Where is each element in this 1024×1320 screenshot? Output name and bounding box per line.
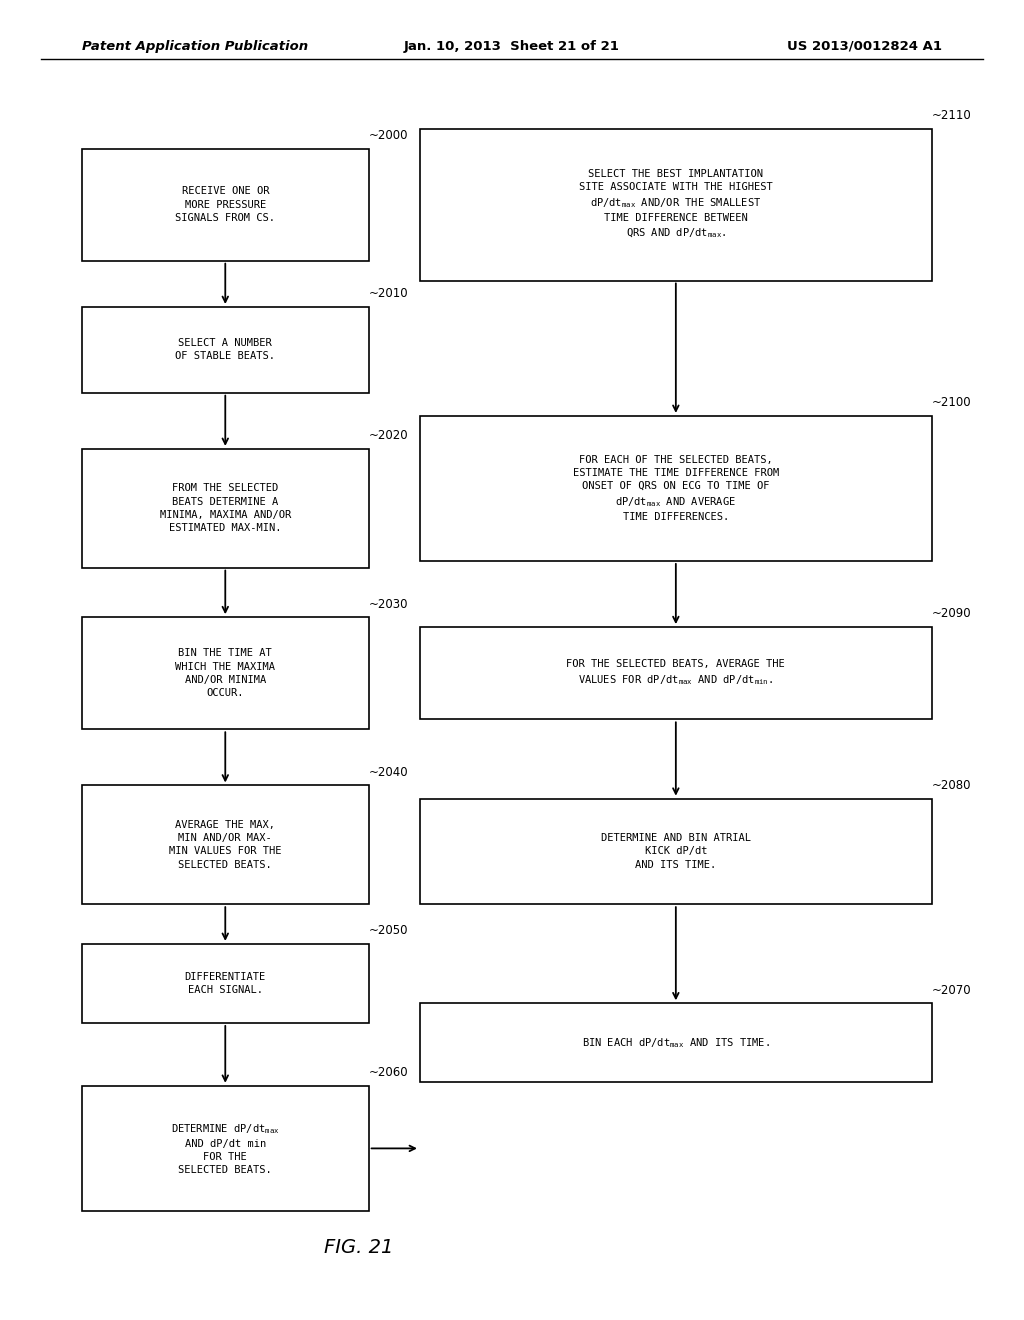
Text: Jan. 10, 2013  Sheet 21 of 21: Jan. 10, 2013 Sheet 21 of 21 [404, 40, 620, 53]
Text: ~2030: ~2030 [369, 598, 409, 610]
Bar [82, 449, 369, 568]
Text: DIFFERENTIATE
EACH SIGNAL.: DIFFERENTIATE EACH SIGNAL. [184, 972, 266, 995]
Text: ~2080: ~2080 [932, 779, 972, 792]
Text: SELECT A NUMBER
OF STABLE BEATS.: SELECT A NUMBER OF STABLE BEATS. [175, 338, 275, 362]
Bar [82, 149, 369, 261]
Bar [420, 799, 932, 904]
Text: BIN EACH dP/dt$_{\mathregular{max}}$ AND ITS TIME.: BIN EACH dP/dt$_{\mathregular{max}}$ AND… [582, 1036, 770, 1049]
Text: SELECT THE BEST IMPLANTATION
SITE ASSOCIATE WITH THE HIGHEST
dP/dt$_{\mathregula: SELECT THE BEST IMPLANTATION SITE ASSOCI… [579, 169, 773, 240]
Text: DETERMINE AND BIN ATRIAL
KICK dP/dt
AND ITS TIME.: DETERMINE AND BIN ATRIAL KICK dP/dt AND … [601, 833, 751, 870]
Text: US 2013/0012824 A1: US 2013/0012824 A1 [787, 40, 942, 53]
Bar [82, 306, 369, 393]
Text: Patent Application Publication: Patent Application Publication [82, 40, 308, 53]
Text: FOR THE SELECTED BEATS, AVERAGE THE
VALUES FOR dP/dt$_{\mathregular{max}}$ AND d: FOR THE SELECTED BEATS, AVERAGE THE VALU… [566, 659, 785, 688]
Bar [420, 129, 932, 281]
Text: BIN THE TIME AT
WHICH THE MAXIMA
AND/OR MINIMA
OCCUR.: BIN THE TIME AT WHICH THE MAXIMA AND/OR … [175, 648, 275, 698]
Text: ~2090: ~2090 [932, 607, 972, 620]
Bar [82, 785, 369, 904]
Text: ~2060: ~2060 [369, 1067, 409, 1080]
Bar [420, 416, 932, 561]
Text: ~2070: ~2070 [932, 983, 972, 997]
Text: ~2100: ~2100 [932, 396, 972, 409]
Text: ~2010: ~2010 [369, 288, 409, 301]
Text: ~2110: ~2110 [932, 110, 972, 123]
Text: FIG. 21: FIG. 21 [324, 1238, 393, 1257]
Text: ~2020: ~2020 [369, 429, 409, 442]
Bar [82, 944, 369, 1023]
Text: FROM THE SELECTED
BEATS DETERMINE A
MINIMA, MAXIMA AND/OR
ESTIMATED MAX-MIN.: FROM THE SELECTED BEATS DETERMINE A MINI… [160, 483, 291, 533]
Text: FOR EACH OF THE SELECTED BEATS,
ESTIMATE THE TIME DIFFERENCE FROM
ONSET OF QRS O: FOR EACH OF THE SELECTED BEATS, ESTIMATE… [572, 454, 779, 523]
Text: AVERAGE THE MAX,
MIN AND/OR MAX-
MIN VALUES FOR THE
SELECTED BEATS.: AVERAGE THE MAX, MIN AND/OR MAX- MIN VAL… [169, 820, 282, 870]
Text: DETERMINE dP/dt$_{\mathregular{max}}$
AND dP/dt min
FOR THE
SELECTED BEATS.: DETERMINE dP/dt$_{\mathregular{max}}$ AN… [171, 1122, 280, 1175]
Text: ~2000: ~2000 [369, 129, 409, 143]
Text: ~2040: ~2040 [369, 766, 409, 779]
Bar [82, 618, 369, 729]
Text: ~2050: ~2050 [369, 924, 409, 937]
Bar [420, 627, 932, 719]
Bar [420, 1003, 932, 1082]
Text: RECEIVE ONE OR
MORE PRESSURE
SIGNALS FROM CS.: RECEIVE ONE OR MORE PRESSURE SIGNALS FRO… [175, 186, 275, 223]
Bar [82, 1085, 369, 1212]
